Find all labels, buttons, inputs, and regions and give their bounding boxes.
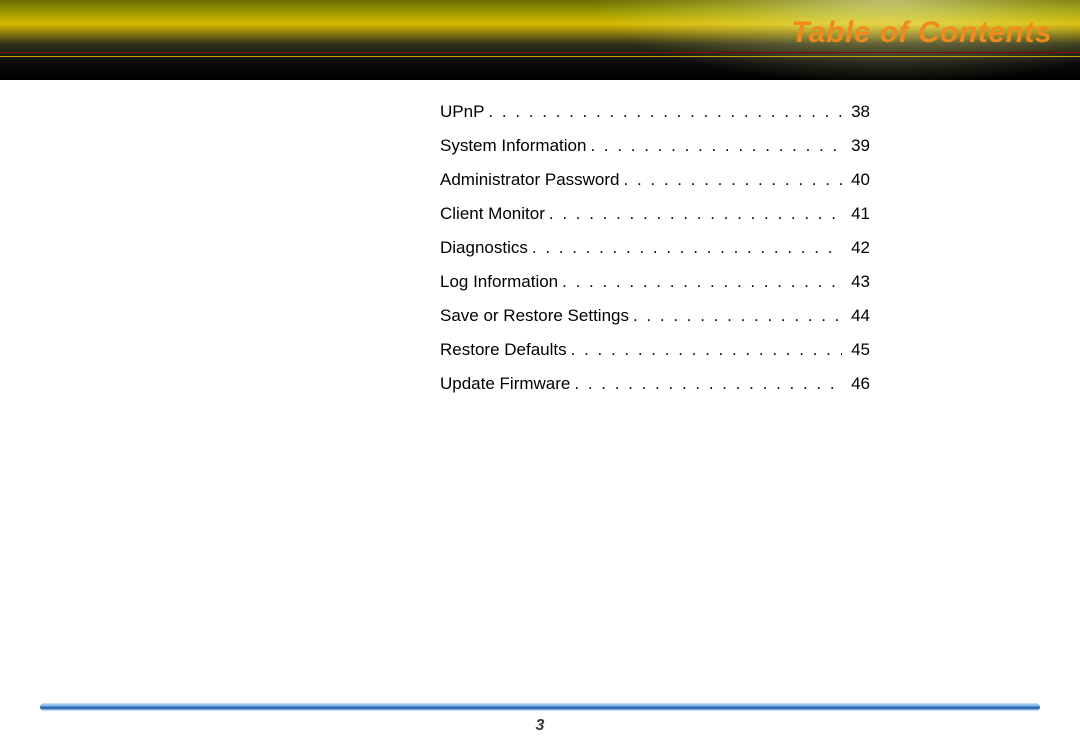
toc-row: Log Information 43	[440, 265, 870, 299]
banner-rule-2	[0, 56, 1080, 57]
toc-leader	[558, 265, 842, 299]
toc-label: Diagnostics	[440, 231, 528, 265]
toc-leader	[567, 333, 842, 367]
page-title: Table of Contents	[791, 16, 1052, 50]
toc-container: UPnP38System Information39Administrator …	[440, 95, 870, 401]
toc-leader	[528, 231, 842, 265]
toc-leader	[586, 129, 842, 163]
toc-leader	[629, 299, 842, 333]
toc-label: Client Monitor	[440, 197, 545, 231]
toc-page: 46	[842, 367, 870, 401]
toc-row: Restore Defaults 45	[440, 333, 870, 367]
toc-row: Diagnostics 42	[440, 231, 870, 265]
toc-label: Administrator Password	[440, 163, 620, 197]
toc-row: System Information 39	[440, 129, 870, 163]
toc-row: Save or Restore Settings 44	[440, 299, 870, 333]
page-number: 3	[0, 717, 1080, 735]
toc-page: 42	[842, 231, 870, 265]
footer-rule	[40, 703, 1040, 711]
toc-page: 38	[842, 95, 870, 129]
banner-rule-1	[0, 52, 1080, 53]
toc-page: 45	[842, 333, 870, 367]
toc-leader	[545, 197, 842, 231]
toc-page: 44	[842, 299, 870, 333]
toc-label: Save or Restore Settings	[440, 299, 629, 333]
toc-row: Update Firmware 46	[440, 367, 870, 401]
toc-leader	[570, 367, 842, 401]
toc-page: 39	[842, 129, 870, 163]
toc-row: UPnP 38	[440, 95, 870, 129]
footer: 3	[0, 703, 1080, 735]
toc-label: Log Information	[440, 265, 558, 299]
toc-label: System Information	[440, 129, 586, 163]
toc-page: 40	[842, 163, 870, 197]
toc-label: Update Firmware	[440, 367, 570, 401]
header-banner: Table of Contents	[0, 0, 1080, 80]
toc-row: Client Monitor 41	[440, 197, 870, 231]
toc-leader	[484, 95, 842, 129]
toc-label: Restore Defaults	[440, 333, 567, 367]
toc-leader	[620, 163, 842, 197]
toc-label: UPnP	[440, 95, 484, 129]
toc-page: 41	[842, 197, 870, 231]
toc-page: 43	[842, 265, 870, 299]
toc-row: Administrator Password 40	[440, 163, 870, 197]
